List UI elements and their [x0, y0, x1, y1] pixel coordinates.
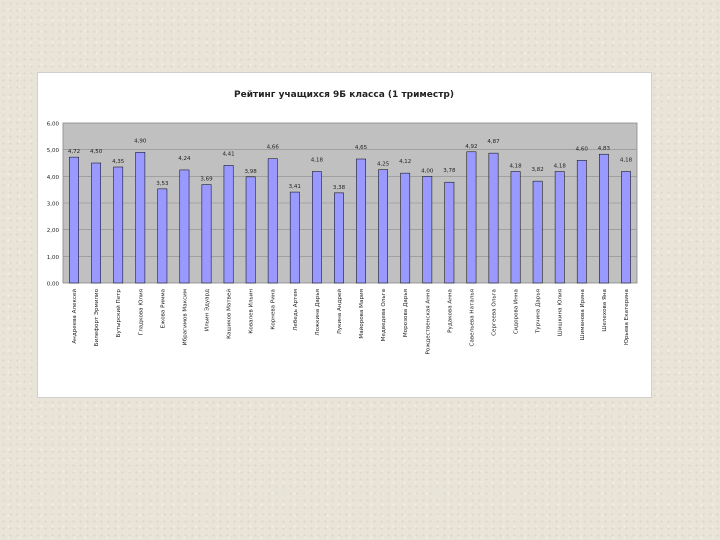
category-label: Медведева Ольга	[381, 289, 387, 341]
bar-value-label: 4,87	[487, 139, 500, 145]
bars	[69, 151, 631, 284]
bar-value-label: 4,18	[509, 164, 522, 170]
bar-value-label: 4,90	[134, 138, 147, 144]
y-tick-label: 1,00	[47, 255, 60, 261]
bar-value-label: 4,72	[68, 149, 80, 155]
bar	[69, 156, 79, 284]
category-label: Савельева Наталья	[469, 289, 475, 346]
bar	[135, 152, 146, 284]
bar-value-label: 4,18	[554, 164, 567, 170]
y-axis-ticks: 0,00 1,00 2,00 3,00 4,00 5,00 6,00	[47, 122, 60, 288]
bar-value-label: 3,41	[289, 184, 301, 190]
bar	[356, 158, 366, 284]
bar-value-label: 4,24	[178, 156, 191, 162]
bar	[532, 180, 543, 284]
category-label: Юрьева Екатерина	[624, 289, 630, 345]
category-label: Бутырский Петр	[115, 289, 122, 338]
bar-value-label: 4,83	[598, 146, 611, 152]
bar-value-label: 3,69	[200, 177, 213, 183]
bar-value-label: 4,25	[377, 162, 390, 168]
bar-value-label: 4,92	[465, 144, 477, 150]
bar-value-label: 4,35	[112, 159, 125, 165]
bar	[245, 176, 256, 284]
bar	[598, 153, 609, 284]
bar-value-label: 3,82	[532, 167, 544, 173]
category-label: Рудакова Анна	[447, 289, 453, 333]
bar-value-label: 4,60	[576, 146, 589, 152]
bar	[157, 188, 168, 284]
bar	[444, 181, 455, 284]
category-label: Шелехова Яна	[602, 289, 608, 332]
bar	[223, 165, 234, 284]
category-label: Ложкина Дарья	[315, 289, 321, 336]
bar	[510, 171, 521, 284]
category-label: Морозова Дарья	[403, 289, 409, 337]
bar-value-label: 4,18	[620, 158, 633, 164]
category-label: Майорова Мария	[358, 289, 365, 339]
bar	[466, 151, 477, 284]
bar	[621, 171, 631, 284]
category-label: Андреева Алексей	[71, 289, 78, 344]
category-label: Лебедь Артем	[293, 289, 299, 331]
category-label: Сергеева Ольга	[492, 289, 498, 336]
category-label: Гладкова Юлия	[138, 289, 144, 335]
category-label: Лукина Андрей	[336, 289, 343, 335]
chart-card: Рейтинг учащихся 9Б класса (1 триместр) …	[37, 72, 652, 398]
category-label: Сидорова Инна	[514, 289, 520, 334]
y-tick-label: 5,00	[47, 148, 60, 154]
category-label: Корнева Рина	[271, 289, 277, 330]
bar-value-label: 4,00	[421, 168, 434, 174]
category-label: Ковалев Ильин	[249, 289, 255, 334]
bar-value-label: 4,50	[90, 149, 103, 155]
bar	[267, 158, 278, 284]
value-labels: 4,72 4,50 4,35 4,90 3,53 4,24 3,69 4,41 3,98 4,66…	[68, 138, 633, 191]
category-label: Кашиков Матвей	[226, 289, 233, 339]
y-tick-label: 3,00	[47, 202, 60, 208]
bar	[201, 184, 212, 284]
chart-title: Рейтинг учащихся 9Б класса (1 триместр)	[234, 90, 454, 100]
bar	[576, 160, 587, 284]
y-tick-label: 4,00	[47, 175, 60, 181]
category-labels: Андреева Алексей Билефорт Эрмилио Бутырски…	[71, 288, 630, 354]
category-label: Ибрагимов Максим	[182, 289, 188, 345]
bar-value-label: 4,18	[311, 158, 324, 164]
bar-value-label: 4,41	[222, 151, 234, 157]
y-tick-label: 6,00	[47, 122, 60, 128]
bar	[400, 172, 411, 284]
category-label: Ежова Римма	[160, 289, 166, 328]
bar-value-label: 4,65	[355, 145, 368, 151]
y-tick-label: 2,00	[47, 228, 60, 234]
category-label: Шиманова Ирина	[580, 289, 586, 340]
category-label: Рождественская Анна	[425, 289, 431, 354]
category-label: Шишкина Юлия	[558, 289, 564, 336]
bar-value-label: 4,66	[267, 145, 280, 151]
bar-value-label: 3,78	[443, 168, 456, 174]
bar-value-label: 3,98	[245, 169, 258, 175]
category-label: Турчина Дарья	[536, 289, 542, 334]
bar	[554, 171, 565, 284]
bar	[311, 171, 322, 284]
bar	[334, 192, 344, 284]
y-tick-label: 0,00	[47, 282, 60, 288]
bar	[422, 176, 433, 284]
bar	[488, 152, 499, 284]
bar	[289, 191, 300, 284]
bar	[179, 169, 190, 284]
category-label: Билефорт Эрмилио	[94, 288, 100, 346]
category-label: Ильин Эдуард	[205, 289, 211, 331]
bar	[91, 162, 102, 284]
rating-chart: Рейтинг учащихся 9Б класса (1 триместр) …	[47, 90, 638, 354]
bar-value-label: 4,12	[399, 159, 411, 165]
bar	[113, 166, 124, 284]
bar-value-label: 3,53	[156, 181, 169, 187]
bar	[378, 169, 389, 284]
bar-value-label: 3,38	[333, 185, 346, 191]
